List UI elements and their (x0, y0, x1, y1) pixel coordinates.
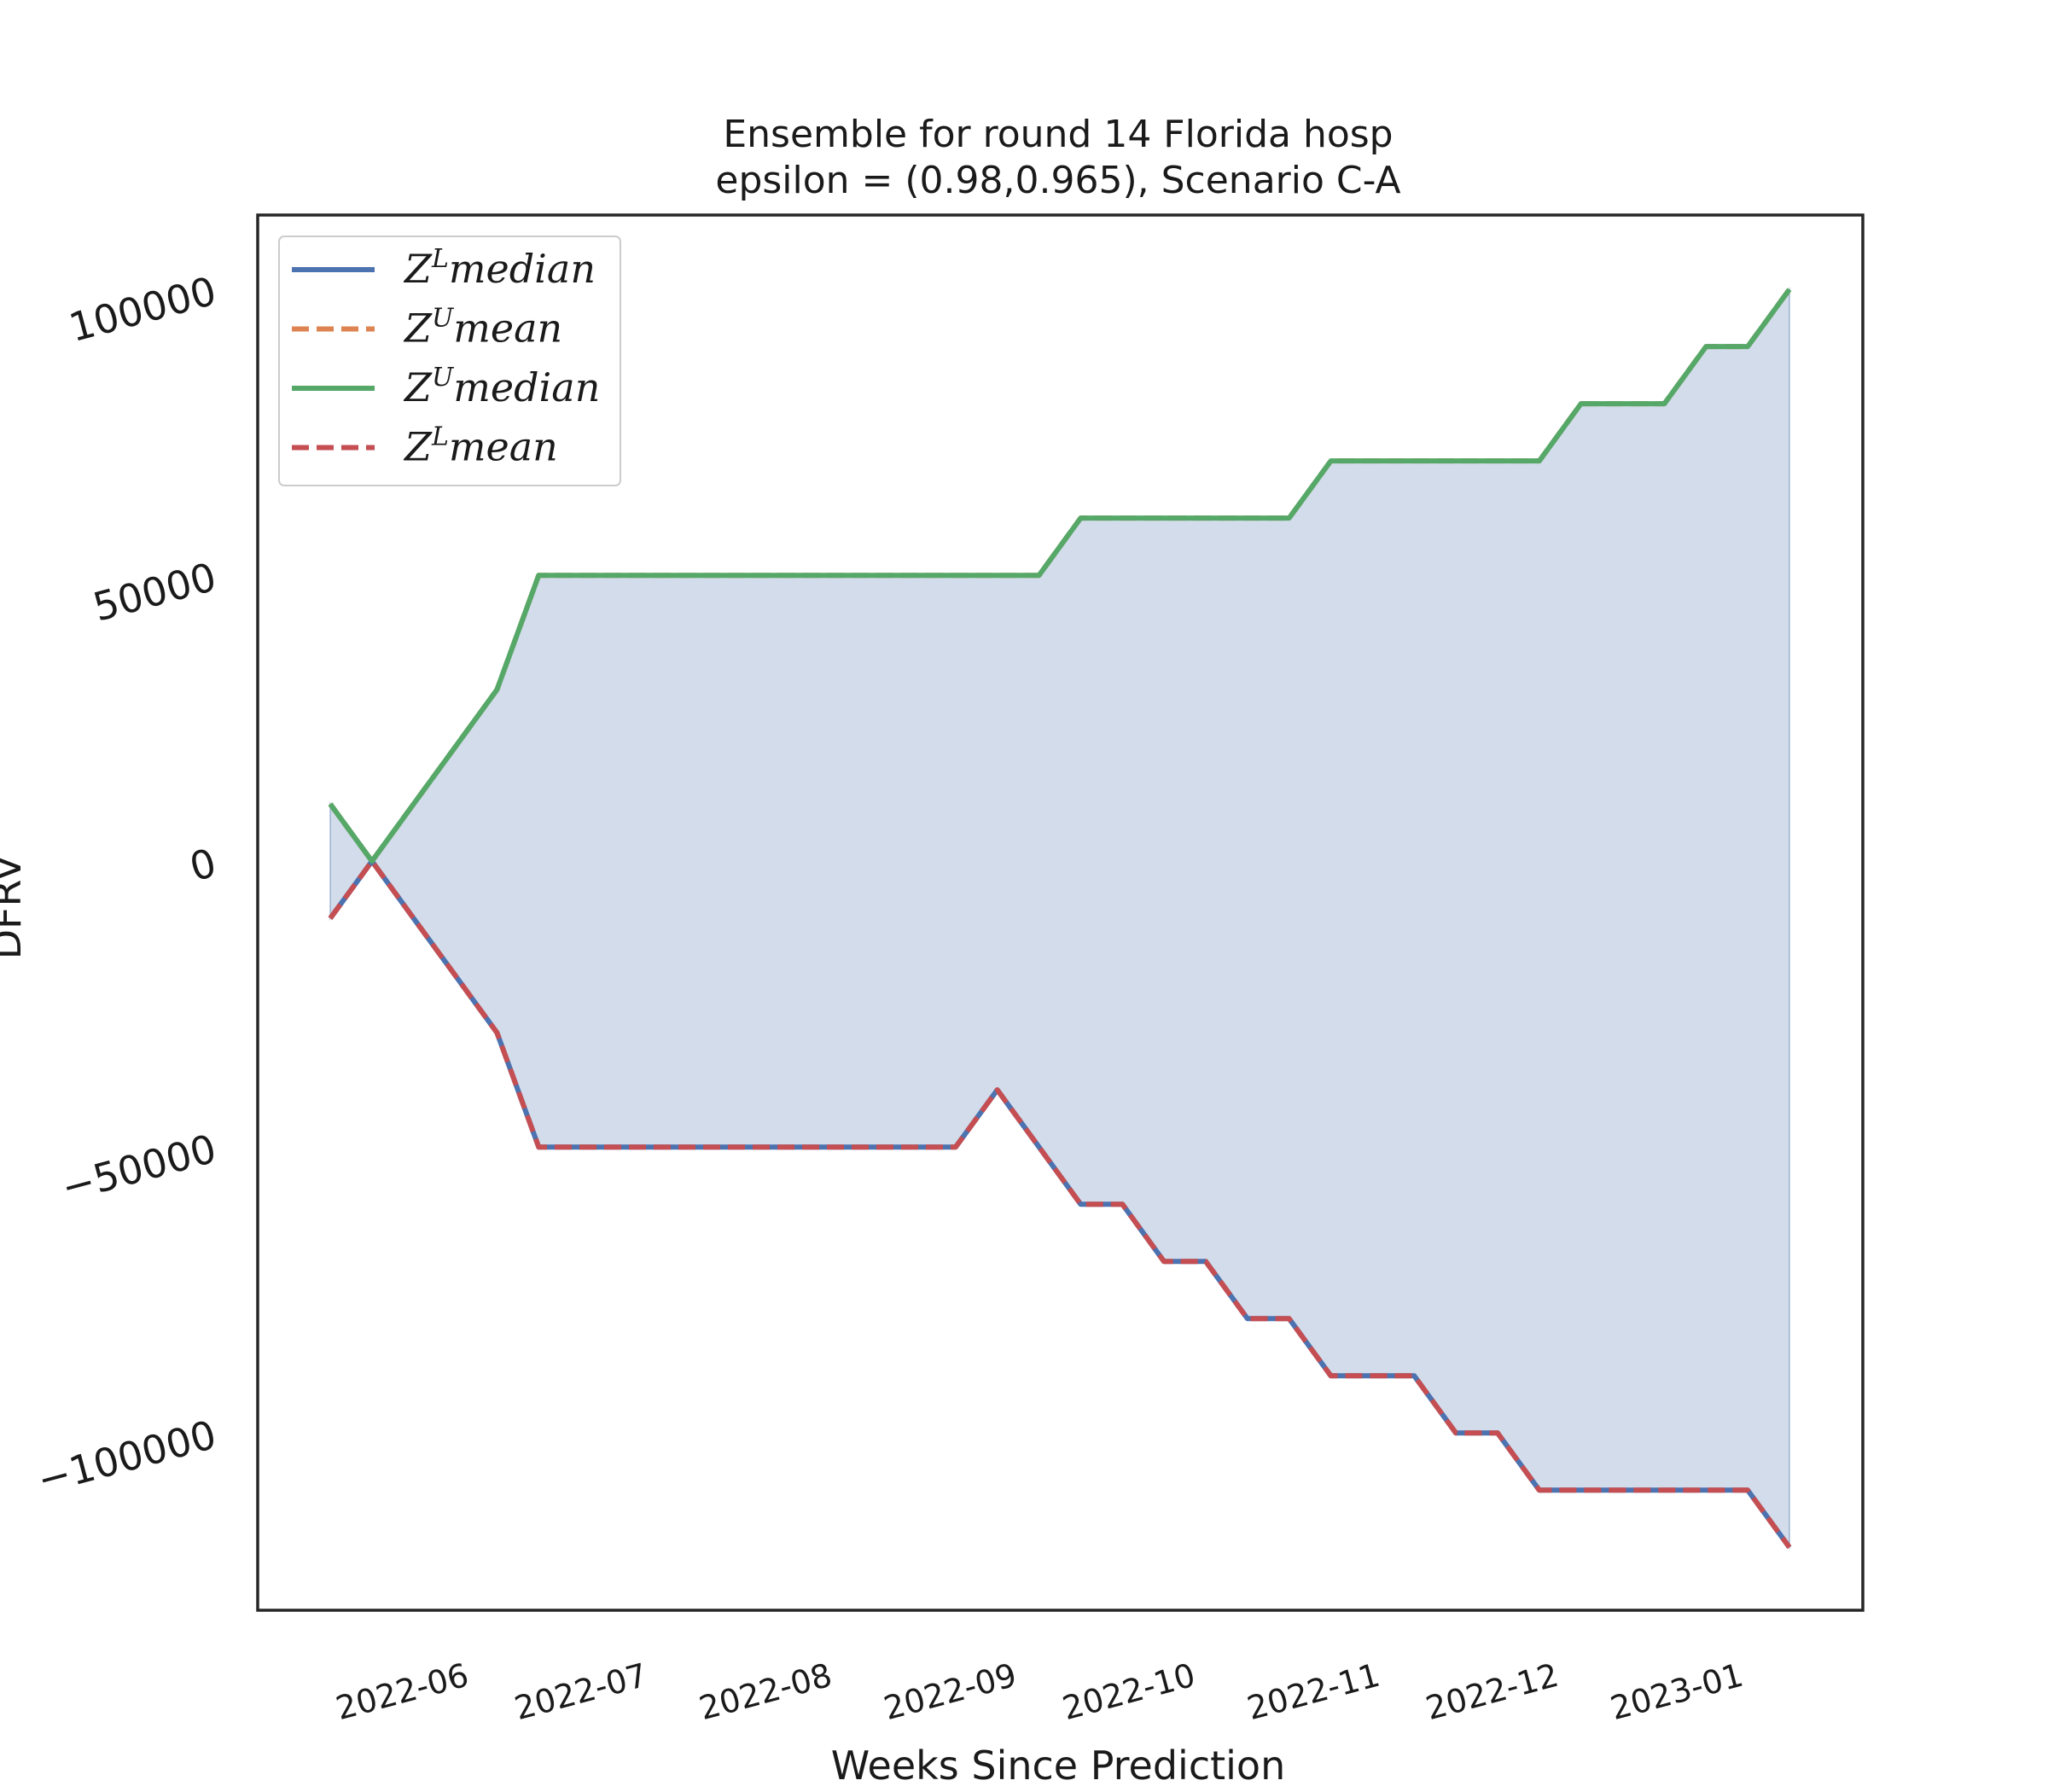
x-tick-label: 2022-06 (332, 1656, 473, 1728)
legend-entry-z-l-mean: ZLmean (403, 422, 558, 470)
x-tick-label: 2022-09 (880, 1656, 1021, 1728)
y-axis-label: DFRV (0, 854, 30, 959)
chart-title: Ensemble for round 14 Florida hosp (723, 113, 1393, 156)
plot-area (256, 213, 1865, 1612)
y-tick-label: 100000 (64, 268, 221, 352)
x-axis-label: Weeks Since Prediction (831, 1743, 1285, 1789)
legend-entry-z-u-median: ZUmedian (403, 363, 600, 410)
x-axis-ticks: 2022-06 2022-07 2022-08 2022-09 2022-10 2022-… (332, 1656, 1747, 1728)
x-tick-label: 2022-11 (1243, 1656, 1384, 1728)
x-tick-label: 2023-01 (1607, 1656, 1748, 1728)
x-tick-label: 2022-12 (1422, 1656, 1562, 1728)
y-tick-label: −50000 (56, 1126, 221, 1211)
y-axis-ticks: 100000 50000 0 −50000 −100000 (32, 268, 221, 1504)
legend-entry-z-l-median: ZLmedian (403, 244, 596, 292)
series-line-z-l-mean (328, 858, 1792, 1550)
legend-frame (278, 236, 621, 486)
x-tick-label: 2022-10 (1058, 1656, 1199, 1728)
y-tick-label: 50000 (89, 554, 221, 631)
series-line-z-u-median (328, 288, 1792, 864)
x-tick-label: 2022-08 (695, 1656, 836, 1728)
chart-subtitle: epsilon = (0.98,0.965), Scenario C-A (715, 159, 1400, 202)
x-tick-label: 2022-07 (510, 1656, 651, 1728)
y-tick-label: −100000 (32, 1411, 221, 1504)
y-tick-label: 0 (185, 840, 221, 891)
legend-entry-z-u-mean: ZUmean (403, 304, 562, 352)
legend: ZLmedian ZUmean ZUmedian ZLmean (278, 236, 621, 486)
axes-frame (256, 213, 1865, 1612)
